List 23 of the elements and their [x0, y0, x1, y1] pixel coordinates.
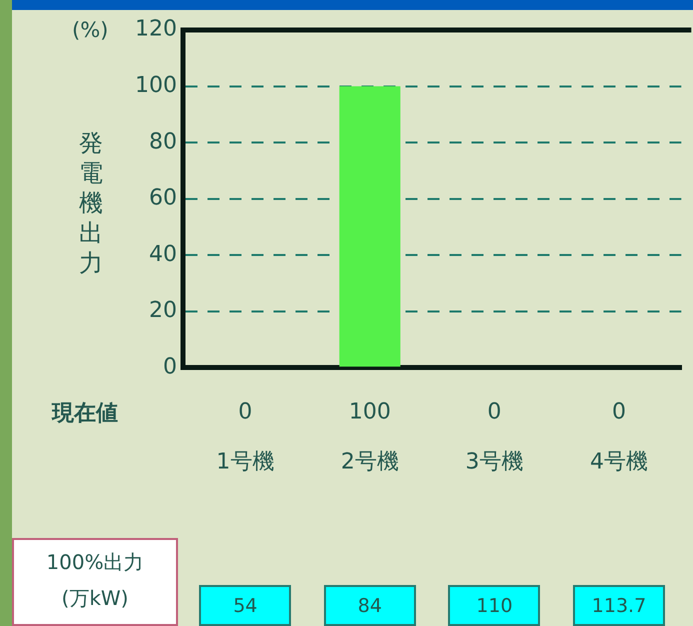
data-label: 100 [348, 399, 391, 424]
y-tick-label: 40 [149, 242, 177, 267]
text: 現在値 [52, 400, 118, 428]
y-tick-label: 80 [149, 129, 177, 154]
x-tick-label: 2号機 [340, 450, 399, 475]
y-tick-label: 0 [163, 354, 177, 380]
data-label: 0 [612, 399, 626, 424]
text: 100%出力 (万kW) [12, 538, 178, 626]
data-label: 0 [487, 399, 502, 424]
y-tick-label: 60 [149, 186, 177, 211]
x-tick-label: 1号機 [216, 450, 274, 475]
data-label: 0 [238, 399, 252, 424]
x-tick-label: 3号機 [465, 450, 524, 475]
y-axis-title: 発電機出力 [78, 128, 104, 278]
x-tick-label: 4号機 [590, 450, 648, 475]
text: 113.7 [573, 585, 665, 626]
text: 110 [448, 585, 540, 626]
y-tick-label: 120 [135, 16, 177, 42]
text: 54 [199, 585, 292, 626]
text: (%) [72, 18, 108, 42]
y-tick-label: 20 [149, 298, 177, 324]
y-tick-label: 100 [135, 72, 177, 98]
text: 84 [324, 585, 416, 626]
